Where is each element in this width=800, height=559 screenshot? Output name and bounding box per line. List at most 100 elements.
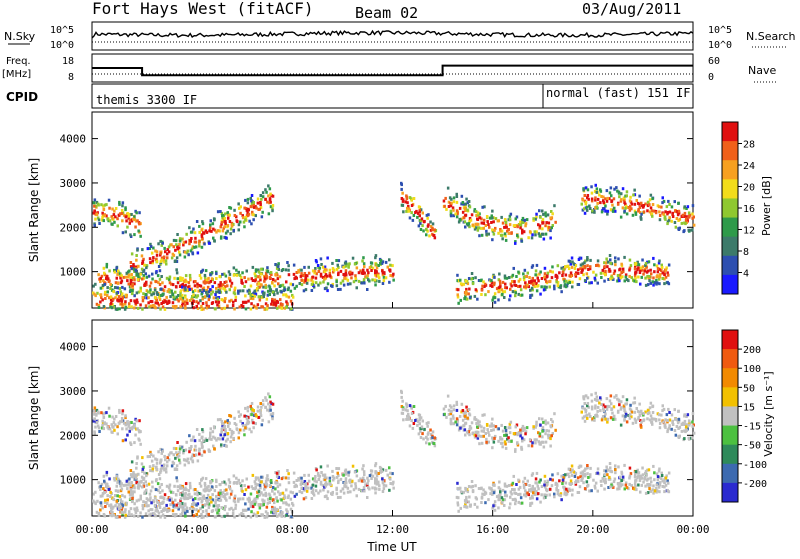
power-echo <box>639 283 642 286</box>
power-echo <box>113 221 116 224</box>
power-echo <box>478 234 481 237</box>
velocity-echo <box>124 495 127 498</box>
velocity-echo <box>626 398 629 401</box>
power-echo <box>314 270 317 273</box>
velocity-echo <box>344 485 347 488</box>
power-echo <box>385 261 388 264</box>
power-echo <box>162 305 165 308</box>
velocity-echo <box>515 499 518 502</box>
power-echo <box>476 298 479 301</box>
power-echo <box>649 269 652 272</box>
velocity-echo <box>516 442 519 445</box>
velocity-echo <box>239 482 242 485</box>
velocity-echo <box>354 471 357 474</box>
velocity-echo <box>194 488 197 491</box>
velocity-echo <box>185 441 188 444</box>
velocity-echo <box>480 501 483 504</box>
velocity-echo <box>369 474 372 477</box>
velocity-echo <box>336 476 339 479</box>
velocity-echo <box>544 419 547 422</box>
power-echo <box>672 215 675 218</box>
velocity-echo <box>118 503 121 506</box>
velocity-echo <box>565 488 568 491</box>
velocity-echo <box>469 504 472 507</box>
velocity-echo <box>498 427 501 430</box>
velocity-echo <box>460 507 463 510</box>
power-echo <box>537 284 540 287</box>
power-echo <box>640 216 643 219</box>
nsearch-tick-bottom: 10^0 <box>708 40 732 51</box>
velocity-echo <box>662 404 665 407</box>
power-echo <box>142 270 145 273</box>
velocity-echo <box>219 492 222 495</box>
power-echo <box>622 206 625 209</box>
velocity-echo <box>541 430 544 433</box>
velocity-echo <box>139 481 142 484</box>
velocity-echo <box>609 470 612 473</box>
power-echo <box>159 269 162 272</box>
power-echo <box>273 284 276 287</box>
power-echo <box>618 195 621 198</box>
velocity-echo <box>602 477 605 480</box>
power-echo <box>588 282 591 285</box>
velocity-echo <box>671 413 674 416</box>
power-echo <box>256 287 259 290</box>
velocity-echo <box>181 486 184 489</box>
velocity-echo <box>529 497 532 500</box>
power-echo <box>622 187 625 190</box>
velocity-echo <box>587 396 590 399</box>
power-echo <box>597 282 600 285</box>
power-echo <box>485 233 488 236</box>
power-echo <box>664 210 667 213</box>
power-echo <box>528 276 531 279</box>
velocity-echo <box>465 422 468 425</box>
power-echo <box>691 228 694 231</box>
power-echo <box>117 282 120 285</box>
power-echo <box>679 218 682 221</box>
velocity-echo <box>246 478 249 481</box>
velocity-echo <box>547 421 550 424</box>
velocity-echo <box>287 472 290 475</box>
velocity-echo <box>587 476 590 479</box>
velocity-echo <box>528 484 531 487</box>
velocity-echo <box>314 475 317 478</box>
velocity-echo <box>509 426 512 429</box>
velocity-echo <box>159 460 162 463</box>
velocity-echo <box>538 417 541 420</box>
power-echo <box>650 282 653 285</box>
velocity-echo <box>149 496 152 499</box>
velocity-echo <box>549 493 552 496</box>
power-echo <box>252 266 255 269</box>
power-echo <box>596 202 599 205</box>
power-echo <box>219 275 222 278</box>
power-echo <box>285 268 288 271</box>
power-echo <box>120 298 123 301</box>
power-echo <box>607 197 610 200</box>
velocity-echo <box>248 497 251 500</box>
velocity-echo <box>135 467 138 470</box>
power-echo <box>661 201 664 204</box>
velocity-echo <box>471 421 474 424</box>
velocity-echo <box>337 481 340 484</box>
velocity-echo <box>259 411 262 414</box>
power-echo <box>662 277 665 280</box>
nsky-panel: N.Sky 10^5 10^0 10^5 10^0 N.Search <box>4 22 796 51</box>
power-echo <box>657 270 660 273</box>
velocity-echo <box>195 449 198 452</box>
power-echo <box>270 303 273 306</box>
velocity-echo <box>152 464 155 467</box>
velocity-echo <box>574 475 577 478</box>
velocity-echo <box>120 482 123 485</box>
power-echo <box>192 294 195 297</box>
power-echo <box>301 283 304 286</box>
velocity-echo <box>427 433 430 436</box>
velocity-echo <box>462 419 465 422</box>
velocity-echo <box>108 488 111 491</box>
power-echo <box>544 272 547 275</box>
power-echo <box>308 272 311 275</box>
velocity-echo <box>155 488 158 491</box>
velocity-echo <box>201 454 204 457</box>
velocity-echo <box>494 500 497 503</box>
velocity-echo <box>463 424 466 427</box>
